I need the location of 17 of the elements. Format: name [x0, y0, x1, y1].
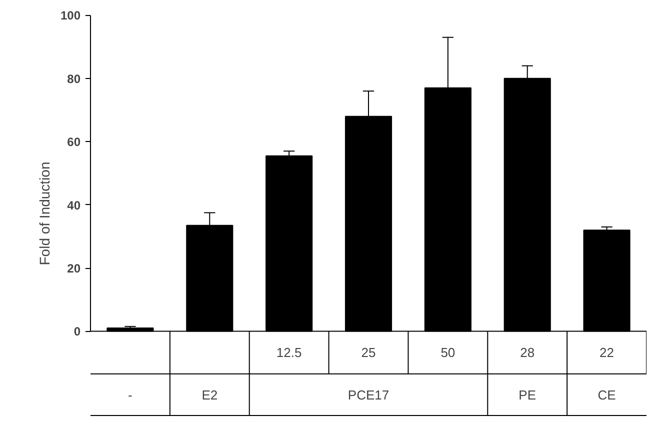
text: PCE17 — [348, 388, 390, 403]
y-tick-label: 60 — [67, 135, 81, 150]
x-tick-label: 28 — [520, 345, 535, 360]
y-tick-label: 80 — [67, 72, 81, 86]
text: PE — [518, 388, 536, 403]
x-tick-label: 12.5 — [276, 345, 302, 360]
y-tick-label: 0 — [74, 324, 81, 339]
y-axis-title: Fold of Induction — [36, 162, 52, 266]
text: E2 — [202, 388, 218, 403]
x-tick-label: 50 — [440, 345, 456, 360]
y-tick-label: 100 — [60, 8, 81, 23]
x-tick-label: 22 — [600, 345, 614, 360]
x-tick-label: 25 — [361, 345, 376, 360]
y-tick-label: 40 — [67, 198, 81, 212]
text: - — [128, 388, 132, 403]
text: CE — [598, 388, 616, 403]
y-tick-label: 20 — [67, 262, 81, 276]
